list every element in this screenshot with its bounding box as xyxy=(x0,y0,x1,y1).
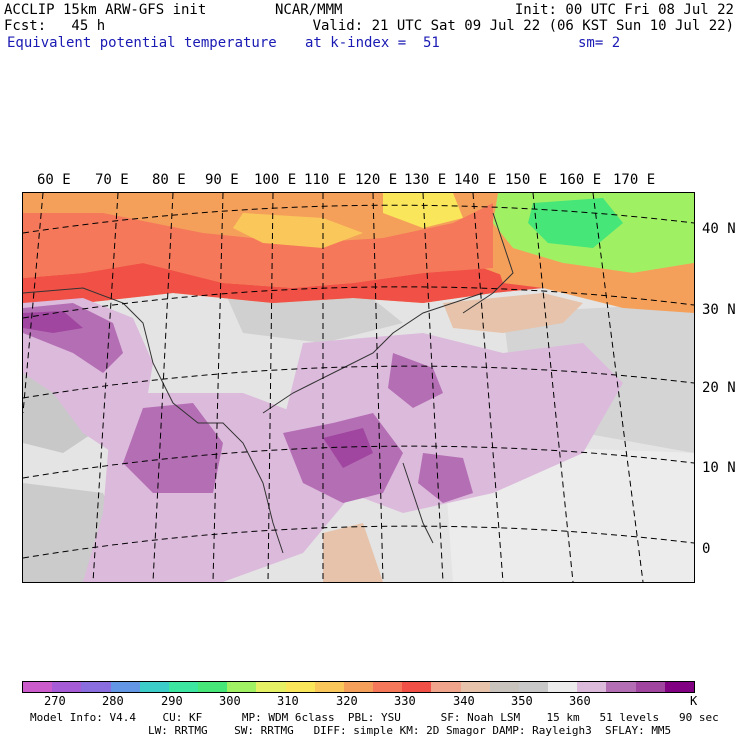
lon-label-110e: 110 E xyxy=(304,172,347,188)
colorbar-swatch xyxy=(606,682,636,692)
theta-e-orange-mid xyxy=(23,203,493,288)
colorbar-swatch xyxy=(198,682,228,692)
lat-line-0 xyxy=(23,525,694,559)
lon-label-60e: 60 E xyxy=(37,172,71,188)
lat-line-20n xyxy=(23,365,694,399)
lon-label-160e: 160 E xyxy=(559,172,602,188)
colorbar-label-330: 330 xyxy=(394,694,416,708)
colorbar-swatch xyxy=(635,682,665,692)
smoothing-label: sm= 2 xyxy=(578,35,621,51)
coastline-japan xyxy=(462,212,514,314)
colorbar-label-360: 360 xyxy=(569,694,591,708)
lat-line-40n xyxy=(23,204,694,234)
lon-label-70e: 70 E xyxy=(95,172,129,188)
lat-label-10n: 10 N xyxy=(702,460,736,476)
colorbar-label-280: 280 xyxy=(102,694,124,708)
colorbar-swatch xyxy=(314,682,344,692)
theta-e-yellow-patch-east xyxy=(383,193,463,228)
colorbar-swatch xyxy=(168,682,199,692)
theta-e-yellow-patch xyxy=(233,213,363,248)
colorbar-swatch xyxy=(110,682,140,692)
model-title: ACCLIP 15km ARW-GFS init xyxy=(4,2,207,18)
colorbar-label-310: 310 xyxy=(277,694,299,708)
colorbar-swatch xyxy=(431,682,461,692)
lon-line-110e xyxy=(267,193,274,582)
theta-e-red-band xyxy=(23,263,543,308)
lon-line-90e xyxy=(152,193,174,582)
colorbar-label-290: 290 xyxy=(161,694,183,708)
colorbar-swatch xyxy=(577,682,607,692)
lon-line-100e xyxy=(212,193,224,582)
lon-line-130e xyxy=(372,193,384,582)
colorbar-swatch xyxy=(52,682,82,692)
model-info-line2: LW: RRTMG SW: RRTMG DIFF: simple KM: 2D … xyxy=(148,724,672,737)
lat-line-10n xyxy=(23,445,694,479)
lon-line-160e xyxy=(532,193,574,582)
colorbar-swatch xyxy=(664,682,694,692)
lon-line-170e xyxy=(592,193,644,582)
theta-e-orange-ne xyxy=(493,253,694,308)
colorbar-swatch xyxy=(373,682,403,692)
lat-label-0: 0 xyxy=(702,541,711,557)
lon-label-90e: 90 E xyxy=(205,172,239,188)
field-name: Equivalent potential temperature xyxy=(7,35,277,51)
colorbar-label-350: 350 xyxy=(511,694,533,708)
dark-purple-nw xyxy=(23,311,83,333)
lat-label-40n: 40 N xyxy=(702,221,736,237)
colorbar-label-300: 300 xyxy=(219,694,241,708)
colorbar-swatch xyxy=(139,682,169,692)
lat-label-30n: 30 N xyxy=(702,302,736,318)
colorbar-label-270: 270 xyxy=(44,694,66,708)
valid-time: Valid: 21 UTC Sat 09 Jul 22 (06 KST Sun … xyxy=(312,18,734,34)
lon-line-150e xyxy=(472,193,504,582)
colorbar-swatch xyxy=(460,682,490,692)
purple-philippine-sea xyxy=(388,353,443,408)
lon-label-120e: 120 E xyxy=(355,172,398,188)
coastline-philippines xyxy=(402,462,434,544)
lon-label-150e: 150 E xyxy=(505,172,548,188)
colorbar-swatch xyxy=(489,682,519,692)
colorbar-swatch xyxy=(81,682,111,692)
forecast-hour: Fcst: 45 h xyxy=(4,18,106,34)
colorbar-swatch xyxy=(402,682,432,692)
k-index-label: at k-index = 51 xyxy=(305,35,440,51)
coastline-asia xyxy=(23,287,484,554)
colorbar xyxy=(22,681,695,693)
lon-label-80e: 80 E xyxy=(152,172,186,188)
colorbar-unit: K xyxy=(690,694,698,708)
purple-east xyxy=(418,453,473,503)
colorbar-swatch xyxy=(548,682,578,692)
colorbar-label-340: 340 xyxy=(453,694,475,708)
lat-line-30n xyxy=(23,286,694,319)
purple-bay-bengal xyxy=(123,403,223,493)
colorbar-swatch xyxy=(285,682,315,692)
init-time: Init: 00 UTC Fri 08 Jul 22 xyxy=(514,2,734,18)
lon-line-70e xyxy=(23,193,44,414)
model-info-line1: Model Info: V4.4 CU: KF MP: WDM 6class P… xyxy=(30,711,719,724)
colorbar-label-320: 320 xyxy=(336,694,358,708)
lat-label-20n: 20 N xyxy=(702,380,736,396)
lon-label-130e: 130 E xyxy=(404,172,447,188)
tan-patch-south xyxy=(323,523,383,582)
map-canvas xyxy=(23,193,694,582)
lon-label-170e: 170 E xyxy=(613,172,656,188)
colorbar-swatch xyxy=(23,682,53,692)
equivalent-potential-temperature-map xyxy=(22,192,695,583)
colorbar-swatch xyxy=(343,682,374,692)
graticule xyxy=(23,193,694,582)
org-label: NCAR/MMM xyxy=(275,2,343,18)
lon-label-140e: 140 E xyxy=(454,172,497,188)
lon-line-140e xyxy=(422,193,444,582)
colorbar-swatch xyxy=(518,682,549,692)
dark-purple-scs xyxy=(323,428,373,468)
colorbar-swatch xyxy=(227,682,257,692)
lon-label-100e: 100 E xyxy=(254,172,297,188)
lon-line-80e xyxy=(92,193,119,582)
colorbar-swatch xyxy=(256,682,286,692)
